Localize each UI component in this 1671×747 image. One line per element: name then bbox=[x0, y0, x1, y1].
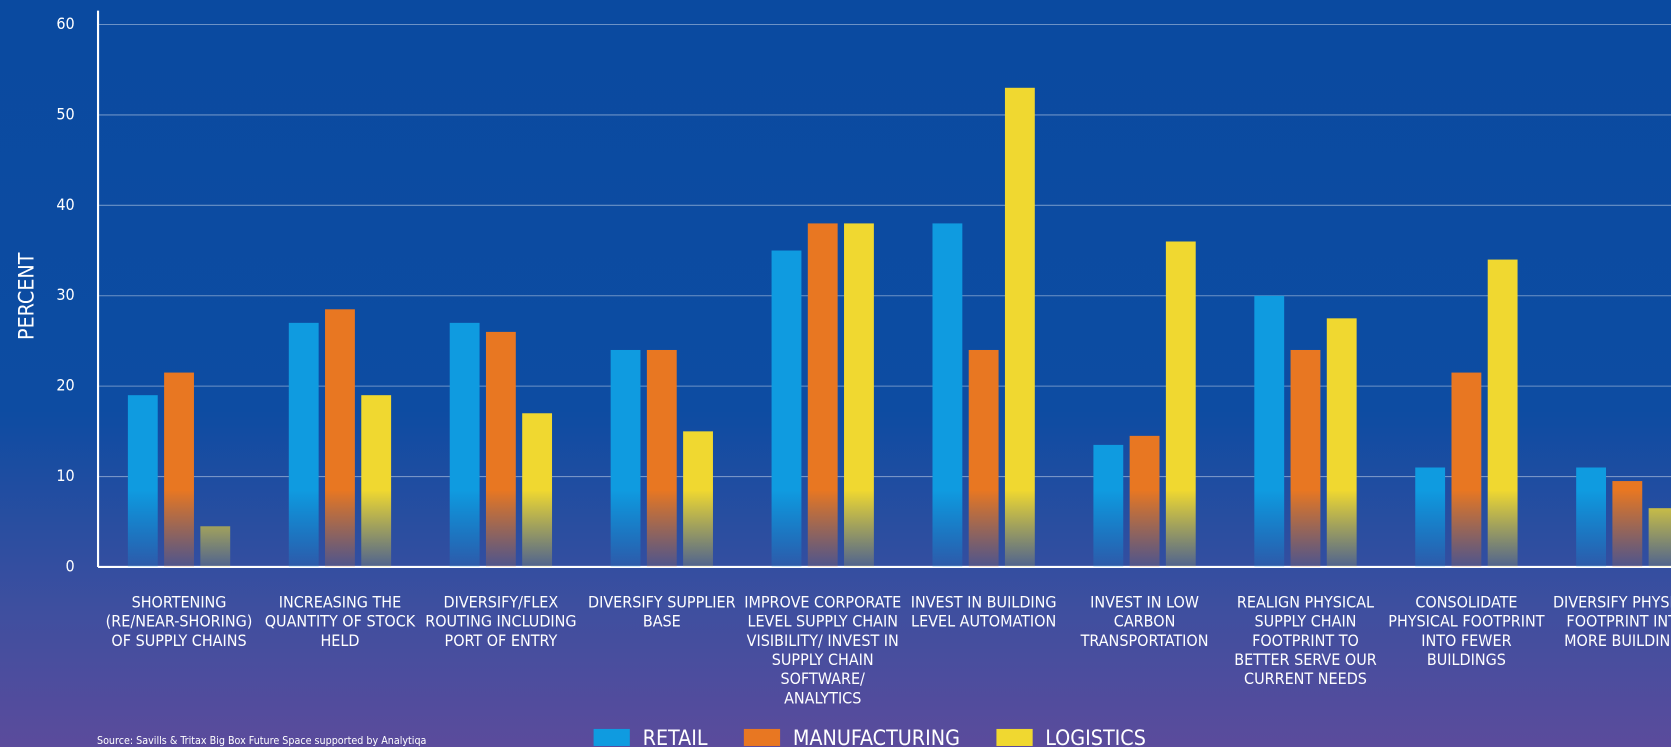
bar bbox=[1451, 372, 1482, 567]
bar bbox=[646, 349, 677, 567]
bar bbox=[485, 331, 516, 567]
bar bbox=[361, 395, 392, 567]
y-tick-label: 10 bbox=[56, 466, 74, 485]
bar bbox=[127, 395, 158, 567]
x-tick-label: INCREASING THE QUANTITY OF STOCK HELD bbox=[264, 592, 416, 651]
bar bbox=[1290, 349, 1321, 567]
bar bbox=[1612, 481, 1643, 567]
y-axis-label: PERCENT bbox=[15, 252, 40, 340]
x-tick-label: CONSOLIDATE PHYSICAL FOOTPRINT INTO FEWE… bbox=[1388, 592, 1545, 670]
y-tick-label: 0 bbox=[65, 556, 74, 575]
bar bbox=[1004, 87, 1035, 567]
bar bbox=[1093, 444, 1124, 567]
x-tick-label: DIVERSIFY/FLEX ROUTING INCLUDING PORT OF… bbox=[425, 592, 577, 651]
source-note: Source: Savills & Tritax Big Box Future … bbox=[96, 735, 427, 747]
x-tick-label: SHORTENING (RE/NEAR-SHORING) OF SUPPLY C… bbox=[105, 592, 253, 651]
x-tick-label: INVEST IN LOW CARBON TRANSPORTATION bbox=[1080, 592, 1209, 651]
bar bbox=[1576, 467, 1607, 567]
bar bbox=[164, 372, 194, 567]
bar bbox=[1326, 318, 1357, 567]
legend-label: MANUFACTURING bbox=[792, 724, 960, 747]
bar bbox=[932, 223, 963, 567]
bar bbox=[771, 250, 802, 567]
bar bbox=[449, 322, 480, 567]
bar bbox=[1487, 259, 1518, 567]
bar bbox=[968, 349, 999, 567]
x-tick-label: DIVERSIFY PHYSICAL FOOTPRINT INTO MORE B… bbox=[1552, 592, 1671, 651]
x-tick-label: IMPROVE CORPORATE LEVEL SUPPLY CHAIN VIS… bbox=[744, 592, 902, 708]
legend-item: MANUFACTURING bbox=[743, 724, 960, 747]
y-tick-label: 30 bbox=[56, 285, 74, 304]
legend-swatch bbox=[593, 728, 630, 746]
legend-swatch bbox=[996, 728, 1033, 746]
legend-label: RETAIL bbox=[642, 724, 708, 747]
y-tick-label: 50 bbox=[56, 104, 74, 123]
bar bbox=[683, 431, 713, 567]
legend-item: LOGISTICS bbox=[996, 725, 1146, 747]
legend: RETAIL MANUFACTURING LOGISTICS bbox=[593, 724, 1146, 747]
legend-label: LOGISTICS bbox=[1045, 724, 1146, 747]
bar bbox=[1129, 435, 1160, 567]
bar bbox=[325, 309, 355, 567]
bar bbox=[1415, 467, 1446, 567]
x-tick-label: REALIGN PHYSICAL SUPPLY CHAIN FOOTPRINT … bbox=[1234, 592, 1377, 689]
y-tick-label: 60 bbox=[56, 14, 74, 33]
bar bbox=[522, 413, 553, 567]
bar bbox=[288, 322, 319, 567]
bar bbox=[1648, 508, 1671, 567]
bar bbox=[1254, 295, 1285, 567]
bar bbox=[610, 349, 641, 567]
legend-swatch bbox=[743, 728, 781, 746]
x-tick-label: INVEST IN BUILDING LEVEL AUTOMATION bbox=[910, 592, 1057, 631]
bar bbox=[200, 526, 231, 567]
x-tick-label: DIVERSIFY SUPPLIER BASE bbox=[588, 592, 736, 631]
legend-item: RETAIL bbox=[593, 724, 708, 747]
bar bbox=[1165, 241, 1196, 567]
bar bbox=[807, 223, 838, 567]
y-tick-label: 20 bbox=[56, 376, 74, 395]
bar bbox=[844, 223, 874, 567]
y-tick-label: 40 bbox=[56, 195, 74, 214]
